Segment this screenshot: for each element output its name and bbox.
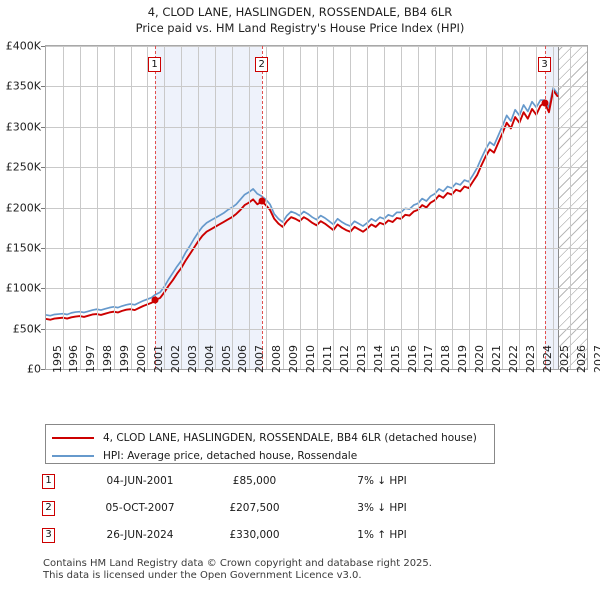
- table-row[interactable]: 1 04-JUN-2001 £85,000 7% ↓ HPI: [42, 472, 462, 499]
- page-subtitle: Price paid vs. HM Land Registry's House …: [135, 21, 465, 35]
- sale-event-line-2: [261, 46, 263, 369]
- sale-point-2[interactable]: [258, 197, 266, 205]
- legend-item-property[interactable]: 4, CLOD LANE, HASLINGDEN, ROSSENDALE, BB…: [52, 429, 477, 447]
- sale-event-line-1: [154, 46, 156, 369]
- gridline-vertical: [181, 46, 182, 369]
- sale-marker-label-3[interactable]: 3: [538, 57, 552, 72]
- footer-line-2: This data is licensed under the Open Gov…: [43, 570, 362, 581]
- gridline-vertical: [283, 46, 284, 369]
- gridline-vertical: [553, 46, 554, 369]
- table-row[interactable]: 3 26-JUN-2024 £330,000 1% ↑ HPI: [42, 526, 462, 553]
- gridline-horizontal: [46, 208, 587, 209]
- gridline-vertical: [164, 46, 165, 369]
- gridline-vertical: [114, 46, 115, 369]
- gridline-vertical: [333, 46, 334, 369]
- sale-event-line-3: [544, 46, 546, 369]
- gridline-vertical: [469, 46, 470, 369]
- sale-point-3[interactable]: [541, 99, 549, 107]
- transaction-index-badge: 3: [42, 528, 55, 543]
- transaction-date: 05-OCT-2007: [105, 502, 175, 514]
- gridline-vertical: [384, 46, 385, 369]
- gridline-vertical: [350, 46, 351, 369]
- chart-plot-area: [45, 45, 588, 370]
- transaction-date: 26-JUN-2024: [106, 529, 174, 541]
- gridline-vertical: [401, 46, 402, 369]
- page-title: 4, CLOD LANE, HASLINGDEN, ROSSENDALE, BB…: [147, 5, 453, 19]
- gridline-horizontal: [46, 288, 587, 289]
- gridline-horizontal: [46, 46, 587, 47]
- sale-marker-label-2[interactable]: 2: [255, 57, 269, 72]
- highlight-band: [154, 46, 262, 369]
- legend-item-hpi[interactable]: HPI: Average price, detached house, Ross…: [52, 447, 357, 465]
- transaction-date: 04-JUN-2001: [106, 475, 174, 487]
- gridline-horizontal: [46, 86, 587, 87]
- gridline-horizontal: [46, 127, 587, 128]
- gridline-vertical: [317, 46, 318, 369]
- gridline-vertical: [63, 46, 64, 369]
- legend-color-swatch: [52, 437, 94, 439]
- legend-color-swatch: [52, 455, 94, 457]
- gridline-vertical: [215, 46, 216, 369]
- sale-point-1[interactable]: [151, 296, 159, 304]
- gridline-vertical: [249, 46, 250, 369]
- gridline-horizontal: [46, 329, 587, 330]
- transaction-hpi-delta: 3% ↓ HPI: [357, 502, 407, 514]
- gridline-vertical: [486, 46, 487, 369]
- transactions-table: 1 04-JUN-2001 £85,000 7% ↓ HPI 2 05-OCT-2007 £…: [42, 472, 462, 553]
- gridline-vertical: [266, 46, 267, 369]
- gridline-vertical: [519, 46, 520, 369]
- gridline-vertical: [502, 46, 503, 369]
- table-row[interactable]: 2 05-OCT-2007 £207,500 3% ↓ HPI: [42, 499, 462, 526]
- gridline-vertical: [536, 46, 537, 369]
- chart-legend: 4, CLOD LANE, HASLINGDEN, ROSSENDALE, BB…: [45, 424, 495, 464]
- transaction-hpi-delta: 1% ↑ HPI: [357, 529, 407, 541]
- gridline-vertical: [435, 46, 436, 369]
- transaction-index-badge: 2: [42, 501, 55, 516]
- transaction-index-badge: 1: [42, 474, 55, 489]
- chart-title-block: 4, CLOD LANE, HASLINGDEN, ROSSENDALE, BB…: [0, 4, 600, 36]
- gridline-vertical: [198, 46, 199, 369]
- gridline-vertical: [131, 46, 132, 369]
- gridline-vertical: [418, 46, 419, 369]
- legend-label: HPI: Average price, detached house, Ross…: [103, 450, 358, 462]
- transaction-price: £330,000: [229, 529, 280, 541]
- gridline-vertical: [570, 46, 571, 369]
- transaction-hpi-delta: 7% ↓ HPI: [357, 475, 407, 487]
- gridline-vertical: [147, 46, 148, 369]
- footer-line-1: Contains HM Land Registry data © Crown c…: [43, 558, 432, 569]
- gridline-vertical: [300, 46, 301, 369]
- transaction-price: £85,000: [232, 475, 277, 487]
- footer-attribution: Contains HM Land Registry data © Crown c…: [43, 558, 563, 582]
- gridline-horizontal: [46, 167, 587, 168]
- gridline-vertical: [80, 46, 81, 369]
- gridline-vertical: [367, 46, 368, 369]
- gridline-horizontal: [46, 248, 587, 249]
- legend-label: 4, CLOD LANE, HASLINGDEN, ROSSENDALE, BB…: [103, 432, 477, 444]
- gridline-vertical: [232, 46, 233, 369]
- transaction-price: £207,500: [229, 502, 280, 514]
- gridline-vertical: [97, 46, 98, 369]
- gridline-vertical: [452, 46, 453, 369]
- future-region-hatch: [558, 46, 587, 369]
- sale-marker-label-1[interactable]: 1: [148, 57, 162, 72]
